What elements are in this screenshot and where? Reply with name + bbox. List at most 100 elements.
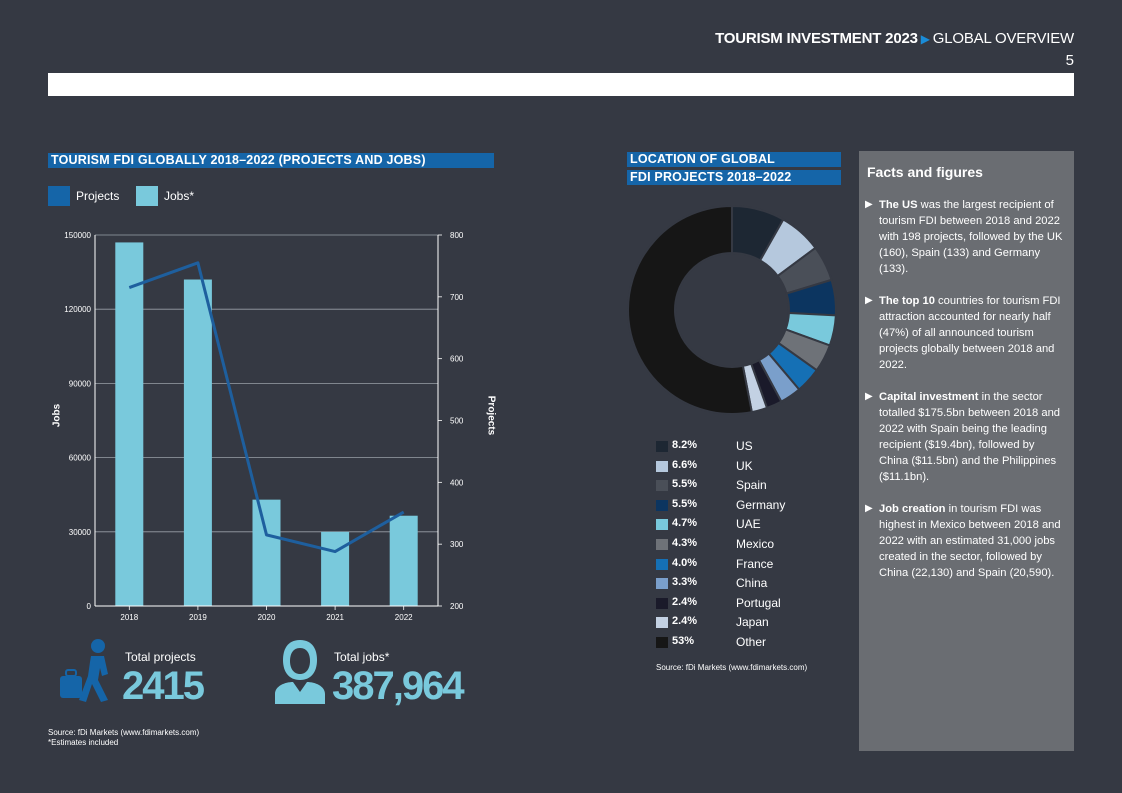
- legend-swatch: [656, 617, 668, 629]
- x-tick-label: 2020: [258, 613, 276, 622]
- legend-country: Mexico: [736, 536, 775, 551]
- x-tick-label: 2022: [395, 613, 413, 622]
- legend-country: Portugal: [736, 595, 781, 610]
- total-projects-value: 2415: [122, 664, 205, 708]
- legend-swatch: [656, 480, 668, 492]
- fact-text: countries for tourism FDI attraction acc…: [879, 295, 1061, 371]
- legend-percent: 5.5%: [672, 478, 698, 491]
- donut-legend-item: 2.4% Japan: [656, 613, 806, 633]
- donut-slice-other: [627, 204, 754, 415]
- total-projects-label: Total projects: [125, 650, 196, 664]
- donut-legend-item: 5.5% Spain: [656, 476, 806, 496]
- legend-country: UAE: [736, 517, 761, 532]
- bar-chart-note: *Estimates included: [48, 738, 119, 747]
- legend-swatch: [656, 538, 668, 550]
- donut-title-line2: FDI PROJECTS 2018–2022: [627, 170, 841, 185]
- legend-percent: 2.4%: [672, 615, 698, 628]
- y2-tick-label: 800: [450, 231, 464, 240]
- header-arrow-icon: ▶: [920, 32, 930, 46]
- fact-item: ▶ The US was the largest recipient of to…: [865, 197, 1065, 277]
- legend-swatch: [656, 558, 668, 570]
- legend-percent: 53%: [672, 634, 695, 647]
- traveller-icon: [60, 639, 108, 702]
- fact-item: ▶ The top 10 countries for tourism FDI a…: [865, 293, 1065, 373]
- donut-legend-item: 5.5% Germany: [656, 496, 806, 516]
- legend-country: Other: [736, 634, 767, 649]
- donut-legend-item: 4.0% France: [656, 555, 806, 575]
- legend-country: Spain: [736, 478, 767, 493]
- legend-country: Japan: [736, 615, 769, 630]
- y2-tick-label: 500: [450, 417, 464, 426]
- bar-chart-source: Source: fDi Markets (www.fdimarkets.com): [48, 728, 200, 737]
- fact-item: ▶ Capital investment in the sector total…: [865, 389, 1065, 485]
- x-tick-label: 2021: [326, 613, 344, 622]
- legend-swatch: [656, 499, 668, 511]
- y-tick-label: 60000: [69, 454, 92, 463]
- donut-chart: [627, 204, 837, 415]
- bar-jobs-2019: [183, 279, 212, 606]
- y-tick-label: 150000: [64, 231, 91, 240]
- y2-axis-title-projects: Projects: [485, 395, 497, 436]
- legend-swatch: [656, 636, 668, 648]
- donut-legend-item: 8.2% US: [656, 437, 806, 457]
- fact-bullet-icon: ▶: [865, 391, 873, 402]
- total-jobs-value: 387,964: [332, 664, 465, 708]
- header-title-rest: GLOBAL OVERVIEW: [932, 30, 1074, 47]
- page-number: 5: [1065, 52, 1074, 69]
- legend-percent: 8.2%: [672, 439, 698, 451]
- bar-jobs-2021: [321, 531, 350, 606]
- fact-bullet-icon: ▶: [865, 199, 873, 210]
- bar-chart-title: TOURISM FDI GLOBALLY 2018–2022 (PROJECTS…: [48, 153, 494, 168]
- fact-bold: Capital investment: [879, 391, 979, 403]
- facts-panel: Facts and figures ▶ The US was the large…: [859, 151, 1074, 751]
- header-divider-bar: [48, 73, 1074, 96]
- legend-percent: 3.3%: [672, 576, 698, 589]
- legend-percent: 4.0%: [672, 556, 698, 569]
- legend-country: Germany: [736, 497, 786, 512]
- fact-text: in tourism FDI was highest in Mexico bet…: [879, 503, 1061, 579]
- legend-swatch: [656, 460, 668, 472]
- x-tick-label: 2018: [120, 613, 138, 622]
- x-tick-label: 2019: [189, 613, 207, 622]
- donut-legend: 8.2% US 6.6% UK 5.5% Spain 5.5% Germany 4.7% UAE 4…: [656, 437, 806, 653]
- page-header-title: TOURISM INVESTMENT 2023 ▶ GLOBAL OVERVIEW: [715, 30, 1074, 47]
- legend-swatch: [656, 441, 668, 452]
- legend-swatch: [656, 597, 668, 609]
- legend-label-jobs: Jobs*: [164, 189, 195, 203]
- worker-icon: [275, 640, 325, 704]
- legend-percent: 5.5%: [672, 497, 698, 510]
- total-jobs-label: Total jobs*: [334, 650, 390, 664]
- donut-legend-item: 53% Other: [656, 633, 806, 653]
- donut-legend-item: 4.3% Mexico: [656, 535, 806, 555]
- legend-percent: 6.6%: [672, 458, 698, 471]
- y-tick-label: 30000: [69, 528, 92, 537]
- fact-bold: Job creation: [879, 503, 946, 515]
- fact-item: ▶ Job creation in tourism FDI was highes…: [865, 501, 1065, 581]
- legend-country: UK: [736, 458, 753, 473]
- y-tick-label: 90000: [69, 379, 92, 388]
- legend-swatch-projects: [48, 186, 70, 206]
- legend-swatch-jobs: [136, 186, 158, 206]
- legend-country: France: [736, 556, 774, 571]
- fact-bullet-icon: ▶: [865, 295, 873, 306]
- legend-country: US: [736, 439, 753, 453]
- bar-jobs-2022: [389, 515, 418, 606]
- legend-percent: 4.3%: [672, 536, 698, 549]
- bar-jobs-2018: [115, 242, 144, 607]
- y2-tick-label: 300: [450, 540, 464, 549]
- legend-swatch: [656, 578, 668, 590]
- legend-label-projects: Projects: [76, 189, 120, 203]
- donut-legend-item: 3.3% China: [656, 574, 806, 594]
- y2-tick-label: 600: [450, 355, 464, 364]
- y-tick-label: 120000: [64, 305, 91, 314]
- legend-percent: 4.7%: [672, 517, 698, 530]
- y2-tick-label: 700: [450, 293, 464, 302]
- y-tick-label: 0: [87, 602, 92, 611]
- header-title-bold: TOURISM INVESTMENT 2023: [715, 30, 918, 47]
- fact-text: was the largest recipient of tourism FDI…: [879, 199, 1063, 275]
- facts-title: Facts and figures: [867, 164, 983, 180]
- y2-tick-label: 200: [450, 602, 464, 611]
- fact-bold: The top 10: [879, 295, 935, 307]
- y2-tick-label: 400: [450, 478, 464, 487]
- fact-bold: The US: [879, 199, 918, 211]
